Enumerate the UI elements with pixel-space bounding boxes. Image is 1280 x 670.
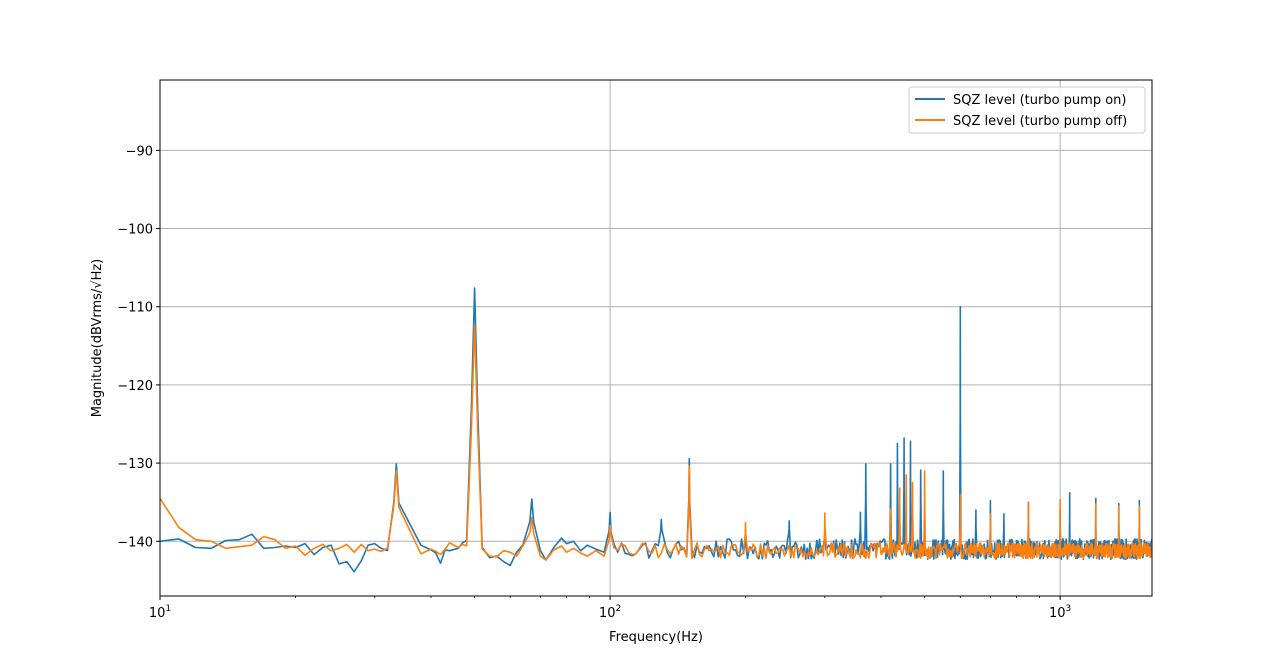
legend-label-turbo-pump-on: SQZ level (turbo pump on) xyxy=(953,93,1126,108)
legend-label-turbo-pump-off: SQZ level (turbo pump off) xyxy=(953,114,1127,129)
legend-box xyxy=(908,86,1146,134)
x-axis-label: Frequency(Hz) xyxy=(609,630,703,645)
series-line-1 xyxy=(160,323,1152,561)
plot-area xyxy=(159,79,1153,597)
y-tick-label: −100 xyxy=(117,223,153,238)
y-axis-ticks: −90 −100 −110 −120 −130 −140 xyxy=(117,144,160,550)
x-axis-ticks: 101 102 103 xyxy=(149,596,1071,621)
y-axis-label: Magnitude(dBVrms/√Hz) xyxy=(90,259,105,418)
y-tick-label: −90 xyxy=(126,144,153,159)
legend: SQZ level (turbo pump on) SQZ level (tur… xyxy=(908,86,1146,134)
x-tick-exponent: 1 xyxy=(165,604,171,614)
series-lines xyxy=(160,287,1152,573)
x-tick-label: 101 xyxy=(149,604,171,621)
axes-frame xyxy=(159,79,1153,597)
y-tick-label: −140 xyxy=(117,535,153,550)
x-tick-base: 10 xyxy=(149,606,166,621)
y-tick-label: −120 xyxy=(117,379,153,394)
y-tick-label: −130 xyxy=(117,457,153,472)
x-tick-base: 10 xyxy=(599,606,616,621)
y-tick-label: −110 xyxy=(117,301,153,316)
axes-background xyxy=(160,80,1152,596)
series-line-0 xyxy=(160,287,1152,573)
x-tick-exponent: 3 xyxy=(1066,604,1072,614)
x-tick-base: 10 xyxy=(1049,606,1066,621)
grid-lines xyxy=(159,80,1152,596)
x-tick-label: 102 xyxy=(599,604,621,621)
x-tick-label: 103 xyxy=(1049,604,1071,621)
x-tick-exponent: 2 xyxy=(615,604,621,614)
